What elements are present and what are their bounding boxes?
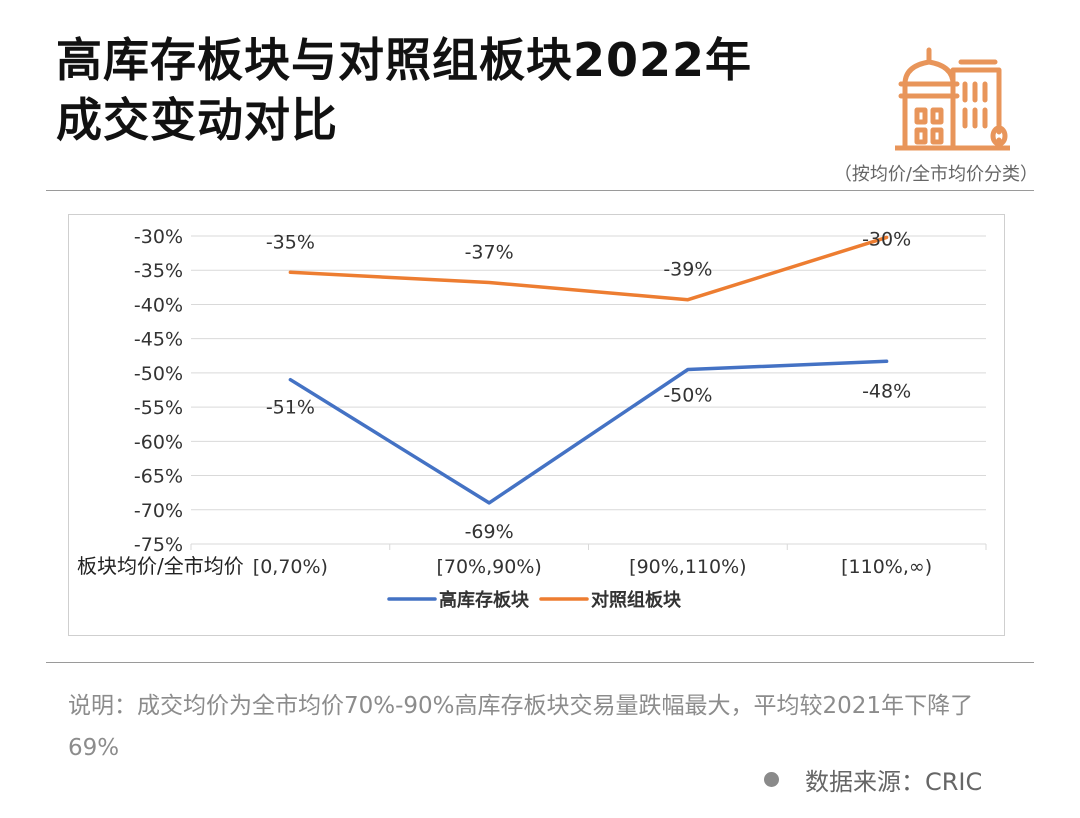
- page-title: 高库存板块与对照组板块2022年 成交变动对比: [56, 30, 876, 150]
- x-tick-label: [70%,90%): [436, 556, 541, 578]
- bullet-dot-icon: [764, 772, 779, 787]
- chart-note: 说明：成交均价为全市均价70%-90%高库存板块交易量跌幅最大，平均较2021年…: [68, 693, 974, 761]
- y-tick-label: -40%: [134, 294, 183, 316]
- chart-frame: -30% -35% -40% -45% -50% -55% -60% -65% -70% -75%…: [68, 214, 1005, 636]
- chart-subtitle: （按均价/全市均价分类）: [833, 164, 1038, 185]
- y-tick-label: -70%: [134, 500, 183, 522]
- series-line-2: [288, 235, 889, 302]
- x-tick-label: [90%,110%): [629, 556, 746, 578]
- y-tick-label: -45%: [134, 329, 183, 351]
- title-line-2: 成交变动对比: [56, 93, 338, 147]
- source-text: 数据来源：CRIC: [805, 768, 983, 796]
- series-line-1: [288, 359, 889, 505]
- data-label: -51%: [266, 397, 315, 419]
- y-tick-label: -35%: [134, 260, 183, 282]
- y-tick-label: -30%: [134, 226, 183, 248]
- source-line: 数据来源：CRIC: [764, 762, 982, 797]
- x-tick-label: [0,70%): [253, 556, 328, 578]
- x-tick-label: [110%,∞): [841, 556, 932, 578]
- legend-label: 高库存板块: [439, 589, 530, 611]
- y-tick-label: -75%: [134, 534, 183, 556]
- data-label: -30%: [862, 228, 911, 250]
- divider-top: [46, 190, 1034, 191]
- city-buildings-icon: [895, 47, 1010, 151]
- legend-label: 对照组板块: [591, 589, 682, 611]
- data-label: -37%: [465, 242, 514, 264]
- data-label: -35%: [266, 231, 315, 253]
- y-tick-label: -55%: [134, 397, 183, 419]
- divider-bottom: [46, 662, 1034, 663]
- x-axis-label: 板块均价/全市均价: [77, 554, 244, 578]
- y-tick-label: -65%: [134, 466, 183, 488]
- line-chart: -30% -35% -40% -45% -50% -55% -60% -65% -70% -75%…: [77, 226, 987, 611]
- data-label: -50%: [663, 384, 712, 406]
- data-label: -39%: [663, 259, 712, 281]
- y-tick-label: -50%: [134, 363, 183, 385]
- data-label: -69%: [465, 521, 514, 543]
- title-line-1: 高库存板块与对照组板块2022年: [56, 33, 753, 87]
- y-tick-label: -60%: [134, 431, 183, 453]
- data-label: -48%: [862, 380, 911, 402]
